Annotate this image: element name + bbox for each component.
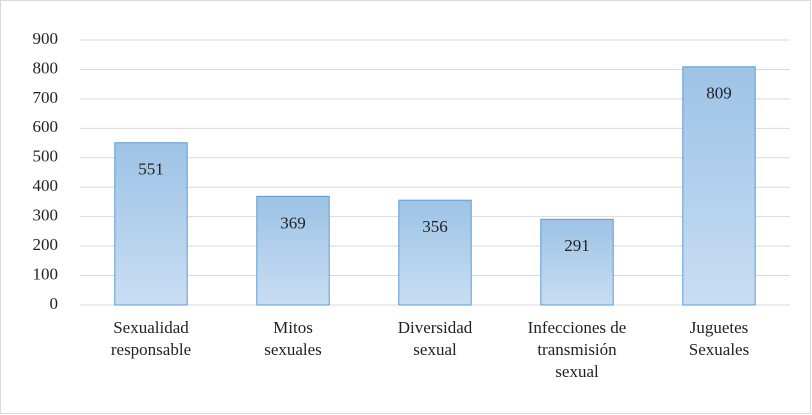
y-tick-label: 400 bbox=[33, 176, 59, 195]
data-label: 551 bbox=[138, 160, 164, 179]
x-tick-label: Diversidad bbox=[398, 318, 473, 337]
x-tick-label: Infecciones de bbox=[528, 318, 627, 337]
bar bbox=[256, 195, 330, 306]
x-tick-label: responsable bbox=[111, 340, 191, 359]
x-tick-label: sexual bbox=[413, 340, 457, 359]
data-label: 809 bbox=[706, 84, 732, 103]
x-tick-label: Sexuales bbox=[689, 340, 749, 359]
y-tick-label: 500 bbox=[33, 147, 59, 166]
y-tick-label: 600 bbox=[33, 117, 59, 136]
data-label: 291 bbox=[564, 236, 590, 255]
y-tick-label: 300 bbox=[33, 206, 59, 225]
y-tick-label: 100 bbox=[33, 264, 59, 283]
y-tick-label: 800 bbox=[33, 58, 59, 77]
data-label: 356 bbox=[422, 217, 448, 236]
x-tick-label: Juguetes bbox=[690, 318, 749, 337]
bar bbox=[540, 218, 614, 306]
x-tick-label: sexuales bbox=[264, 340, 322, 359]
y-tick-label: 200 bbox=[33, 235, 59, 254]
x-tick-label: sexual bbox=[555, 362, 599, 381]
y-tick-label: 0 bbox=[50, 294, 59, 313]
x-tick-label: Mitos bbox=[273, 318, 313, 337]
x-tick-label: Sexualidad bbox=[113, 318, 189, 337]
y-tick-label: 700 bbox=[33, 88, 59, 107]
bar bbox=[682, 66, 756, 306]
data-label: 369 bbox=[280, 213, 306, 232]
x-tick-label: transmisión bbox=[537, 340, 617, 359]
bar bbox=[398, 199, 472, 306]
bar bbox=[114, 142, 188, 306]
y-tick-label: 900 bbox=[33, 29, 59, 48]
